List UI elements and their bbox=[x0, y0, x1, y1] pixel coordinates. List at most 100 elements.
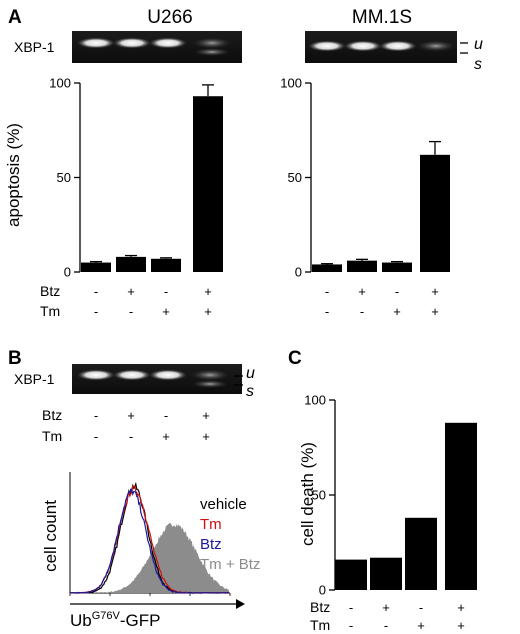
gel-band-unspliced bbox=[191, 369, 229, 381]
y-tick-label: 0 bbox=[295, 265, 302, 280]
gel-band-unspliced bbox=[77, 37, 115, 49]
btz-sign: + bbox=[358, 284, 366, 299]
y-axis-label-apoptosis: apoptosis (%) bbox=[4, 123, 23, 227]
treatment-label-a-tm: Tm bbox=[40, 303, 60, 319]
gel-band-unspliced bbox=[113, 369, 151, 381]
tm-sign: + bbox=[202, 429, 210, 444]
tm-sign: - bbox=[94, 429, 98, 444]
gel-band-unspliced bbox=[149, 369, 187, 381]
gel-band-unspliced bbox=[77, 369, 115, 381]
btz-sign: - bbox=[395, 284, 399, 299]
chart-title-mm1s: MM.1S bbox=[352, 7, 412, 28]
y-tick-label: 100 bbox=[49, 76, 71, 91]
btz-sign: - bbox=[164, 408, 168, 423]
gel-b bbox=[72, 364, 242, 394]
y-tick-label: 0 bbox=[64, 265, 71, 280]
tm-sign: - bbox=[384, 618, 388, 633]
x-axis-label-ub-gfp: UbG76V-GFP bbox=[70, 610, 160, 630]
bar bbox=[151, 258, 181, 272]
treatment-signs-u266: - - + - - + + + bbox=[94, 284, 212, 319]
band-label-b-unspliced: u bbox=[246, 365, 255, 382]
chart-title-u266: U266 bbox=[147, 7, 192, 28]
band-markers-b bbox=[234, 375, 243, 386]
tm-sign: - bbox=[360, 304, 364, 319]
tm-sign: - bbox=[349, 618, 353, 633]
band-label-b-spliced: s bbox=[246, 383, 254, 400]
gel-band-unspliced bbox=[193, 37, 231, 49]
gel-band-spliced bbox=[194, 48, 230, 56]
bar bbox=[193, 96, 223, 272]
y-tick-label: 0 bbox=[319, 583, 326, 598]
legend-entry: Btz bbox=[200, 536, 222, 553]
btz-sign: - bbox=[325, 284, 329, 299]
gel-band-unspliced bbox=[149, 37, 187, 49]
btz-sign: - bbox=[419, 600, 423, 615]
bar bbox=[116, 256, 146, 272]
treatment-signs-b: - - + - - + + + bbox=[94, 408, 210, 444]
band-markers-a bbox=[460, 42, 468, 54]
tm-sign: + bbox=[431, 304, 439, 319]
panel-letter-b: B bbox=[8, 348, 22, 369]
gel-label-a-u266: XBP-1 bbox=[14, 39, 55, 55]
legend-entry: vehicle bbox=[200, 496, 247, 513]
bar bbox=[312, 264, 342, 272]
legend-entry: Tm + Btz bbox=[200, 556, 260, 573]
bar bbox=[81, 262, 111, 272]
tm-sign: - bbox=[325, 304, 329, 319]
band-label-a-spliced: s bbox=[474, 56, 482, 73]
gel-band-unspliced bbox=[113, 37, 151, 49]
tm-sign: - bbox=[129, 304, 133, 319]
treatment-label-b-tm: Tm bbox=[42, 428, 62, 444]
histogram-ub-gfp bbox=[69, 472, 231, 596]
bar-chart-mm1s: 0 50 100 bbox=[280, 76, 450, 280]
hist-series-fill bbox=[70, 523, 230, 593]
btz-sign: + bbox=[204, 284, 212, 299]
treatment-label-c-tm: Tm bbox=[310, 617, 330, 633]
bar-chart-cell-death: 0 50 100 bbox=[304, 393, 477, 598]
tm-sign: + bbox=[162, 429, 170, 444]
tm-sign: + bbox=[417, 618, 425, 633]
y-axis-label-cell-count: cell count bbox=[41, 500, 60, 572]
bar-chart-u266: 0 50 100 bbox=[49, 76, 223, 280]
treatment-label-a-btz: Btz bbox=[40, 283, 60, 299]
treatment-label-b-btz: Btz bbox=[42, 407, 62, 423]
tm-sign: + bbox=[393, 304, 401, 319]
tm-sign: + bbox=[162, 304, 170, 319]
btz-sign: + bbox=[202, 408, 210, 423]
bar bbox=[405, 517, 437, 590]
y-tick-label: 50 bbox=[312, 488, 326, 503]
tm-sign: - bbox=[129, 429, 133, 444]
btz-sign: + bbox=[382, 600, 390, 615]
treatment-signs-mm1s: - - + - - + + + bbox=[325, 284, 439, 319]
btz-sign: + bbox=[431, 284, 439, 299]
bar bbox=[445, 422, 477, 590]
btz-sign: + bbox=[127, 408, 135, 423]
bar bbox=[370, 557, 402, 590]
gel-mm1s bbox=[305, 31, 457, 63]
legend-entry: Tm bbox=[200, 516, 222, 533]
hist-series-line bbox=[70, 488, 229, 594]
panel-letter-a: A bbox=[8, 7, 22, 28]
bar bbox=[420, 154, 450, 272]
gel-band-unspliced bbox=[417, 40, 455, 52]
gel-band-unspliced bbox=[308, 40, 346, 52]
band-label-a-unspliced: u bbox=[474, 36, 483, 53]
treatment-signs-c: - - + - - + + + bbox=[349, 600, 465, 633]
bar bbox=[382, 262, 412, 272]
x-axis-arrow bbox=[70, 599, 245, 609]
gel-band-unspliced bbox=[379, 40, 417, 52]
tm-sign: - bbox=[94, 304, 98, 319]
gel-band-unspliced bbox=[344, 40, 382, 52]
bar bbox=[347, 260, 377, 272]
y-axis-label-cell-death: cell death (%) bbox=[298, 442, 317, 546]
bar bbox=[335, 559, 367, 590]
btz-sign: - bbox=[164, 284, 168, 299]
btz-sign: - bbox=[94, 408, 98, 423]
btz-sign: + bbox=[457, 600, 465, 615]
gel-band-spliced bbox=[192, 380, 228, 388]
tm-sign: + bbox=[204, 304, 212, 319]
y-tick-label: 100 bbox=[304, 393, 326, 408]
gel-label-b: XBP-1 bbox=[14, 371, 55, 387]
btz-sign: - bbox=[94, 284, 98, 299]
